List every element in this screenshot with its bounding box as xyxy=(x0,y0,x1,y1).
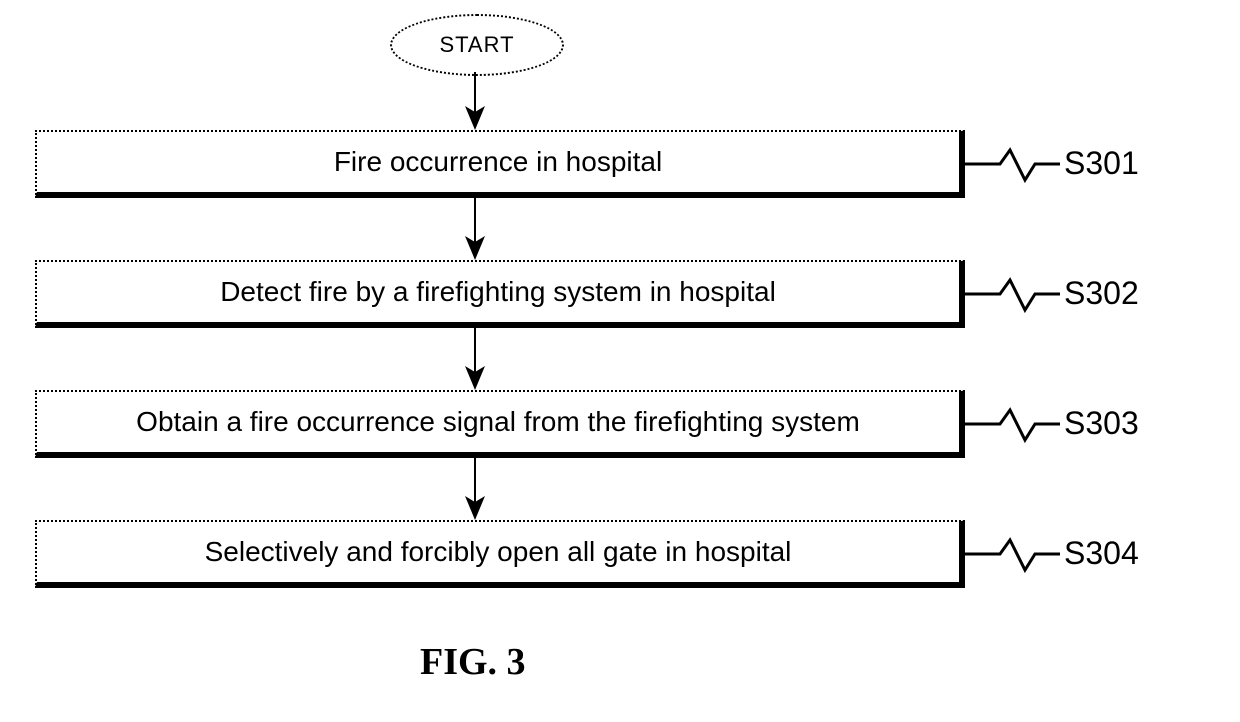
step-label-s303: S303 xyxy=(1064,405,1139,442)
step-box-s301: Fire occurrence in hospital xyxy=(35,130,965,198)
step-text: Selectively and forcibly open all gate i… xyxy=(205,536,792,568)
label-text: S303 xyxy=(1064,405,1139,441)
zigzag-s302 xyxy=(965,280,1060,310)
step-label-s304: S304 xyxy=(1064,535,1139,572)
step-box-s302: Detect fire by a firefighting system in … xyxy=(35,260,965,328)
step-box-s304: Selectively and forcibly open all gate i… xyxy=(35,520,965,588)
step-label-s302: S302 xyxy=(1064,275,1139,312)
label-text: S302 xyxy=(1064,275,1139,311)
zigzag-s304 xyxy=(965,540,1060,570)
connectors-overlay xyxy=(0,0,1240,722)
step-text: Detect fire by a firefighting system in … xyxy=(220,276,776,308)
step-box-s303: Obtain a fire occurrence signal from the… xyxy=(35,390,965,458)
figure-caption: FIG. 3 xyxy=(420,640,526,684)
step-text: Fire occurrence in hospital xyxy=(334,146,662,178)
caption-text: FIG. 3 xyxy=(420,641,526,683)
zigzag-s303 xyxy=(965,410,1060,440)
step-text: Obtain a fire occurrence signal from the… xyxy=(136,406,860,438)
start-label: START xyxy=(439,32,514,58)
start-node: START xyxy=(390,14,564,76)
label-text: S301 xyxy=(1064,145,1139,181)
step-label-s301: S301 xyxy=(1064,145,1139,182)
flowchart-canvas: START Fire occurrence in hospital Detect… xyxy=(0,0,1240,722)
label-text: S304 xyxy=(1064,535,1139,571)
zigzag-s301 xyxy=(965,150,1060,180)
